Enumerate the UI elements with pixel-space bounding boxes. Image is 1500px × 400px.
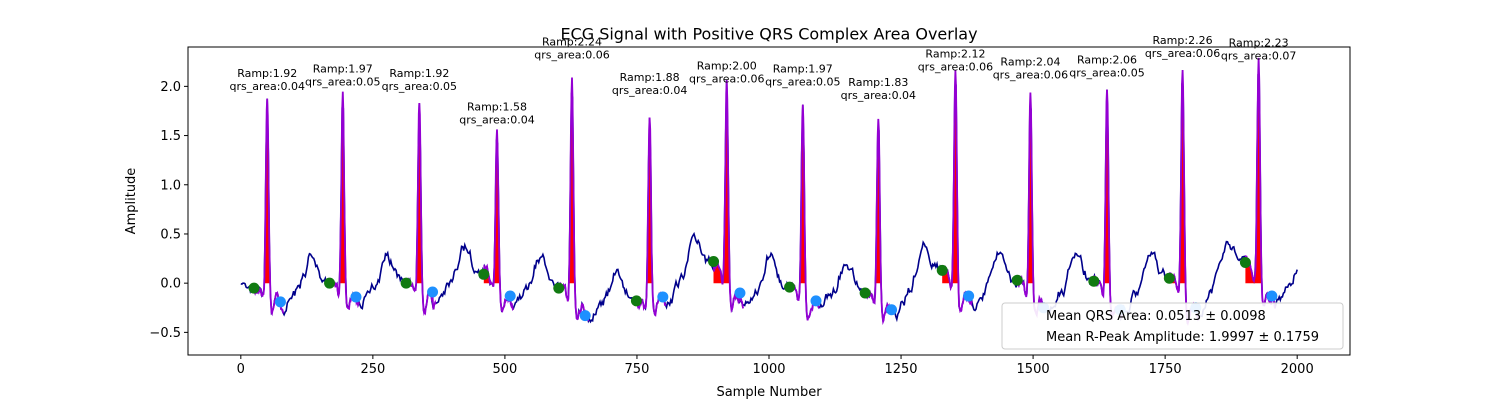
- qrs-segment-10: [1016, 92, 1048, 319]
- ramp-label-10: Ramp:2.04: [1000, 55, 1060, 68]
- qrs-area-label-3: qrs_area:0.04: [459, 114, 534, 127]
- y-tick-label-0: −0.5: [149, 326, 181, 341]
- qrs-area-label-2: qrs_area:0.05: [382, 80, 457, 93]
- y-tick-label-3: 1.0: [160, 178, 181, 193]
- x-tick-label-500: 500: [492, 362, 517, 377]
- qrs-onset-marker-9: [936, 264, 948, 276]
- qrs-segment-13: [1244, 57, 1276, 309]
- x-tick-label-0: 0: [237, 362, 245, 377]
- qrs-onset-marker-11: [1088, 275, 1100, 287]
- qrs-segment-6: [712, 80, 744, 314]
- qrs-area-label-11: qrs_area:0.05: [1069, 66, 1144, 79]
- y-axis: −0.5 0.0 0.5 1.0 1.5 2.0: [149, 80, 188, 341]
- x-tick-label-1750: 1750: [1149, 362, 1182, 377]
- qrs-offset-marker-4: [579, 310, 591, 322]
- qrs-segment-11: [1092, 89, 1125, 320]
- qrs-onset-marker-2: [400, 277, 412, 289]
- qrs-offset-marker-1: [350, 291, 362, 303]
- qrs-area-label-4: qrs_area:0.06: [534, 49, 609, 62]
- x-axis: 0 250 500 750 1000 1250 1500 1750 2000: [237, 355, 1314, 377]
- qrs-segment-12: [1168, 69, 1200, 327]
- qrs-area-label-13: qrs_area:0.07: [1221, 50, 1296, 63]
- x-tick-label-250: 250: [360, 362, 385, 377]
- y-tick-label-4: 1.5: [160, 129, 181, 144]
- x-tick-label-1000: 1000: [752, 362, 785, 377]
- qrs-area-label-0: qrs_area:0.04: [229, 80, 304, 93]
- ramp-label-3: Ramp:1.58: [467, 101, 527, 114]
- qrs-offset-marker-2: [427, 286, 439, 298]
- x-tick-label-2000: 2000: [1281, 362, 1314, 377]
- x-tick-label-1250: 1250: [884, 362, 917, 377]
- qrs-onset-marker-8: [859, 287, 871, 299]
- qrs-onset-marker-3: [478, 268, 490, 280]
- ramp-label-0: Ramp:1.92: [237, 67, 297, 80]
- ecg-signal-line: [240, 74, 1298, 324]
- qrs-offset-marker-7: [810, 295, 822, 307]
- qrs-onset-marker-0: [248, 282, 260, 294]
- plot-area: Ramp:1.92qrs_area:0.04Ramp:1.97qrs_area:…: [187, 34, 1351, 356]
- qrs-offset-marker-13: [1266, 290, 1278, 302]
- qrs-segment-5: [635, 117, 667, 317]
- qrs-offset-marker-8: [886, 304, 898, 316]
- ramp-label-11: Ramp:2.06: [1077, 53, 1137, 66]
- ramp-label-13: Ramp:2.23: [1229, 37, 1289, 50]
- qrs-area-label-9: qrs_area:0.06: [918, 61, 993, 74]
- qrs-onset-marker-5: [630, 295, 642, 307]
- legend-entry-mean-r-peak-amplitude: Mean R-Peak Amplitude: 1.9997 ± 0.1759: [1046, 330, 1319, 345]
- y-tick-label-2: 0.5: [160, 227, 181, 242]
- ramp-label-6: Ramp:2.00: [697, 59, 757, 72]
- legend: Mean QRS Area: 0.0513 ± 0.0098 Mean R-Pe…: [1001, 302, 1344, 350]
- y-tick-label-1: 0.0: [160, 277, 181, 292]
- ramp-label-12: Ramp:2.26: [1153, 34, 1213, 47]
- qrs-area-label-12: qrs_area:0.06: [1145, 47, 1220, 60]
- ramp-label-4: Ramp:2.24: [542, 36, 602, 49]
- legend-box: [1001, 302, 1344, 350]
- ramp-label-1: Ramp:1.97: [313, 62, 373, 75]
- qrs-area-label-10: qrs_area:0.06: [993, 68, 1068, 81]
- qrs-onset-marker-4: [553, 282, 565, 294]
- y-tick-label-5: 2.0: [160, 80, 181, 95]
- ramp-label-2: Ramp:1.92: [389, 67, 449, 80]
- y-axis-label: Amplitude: [124, 168, 139, 235]
- qrs-onset-marker-1: [324, 277, 336, 289]
- ramp-label-9: Ramp:2.12: [925, 48, 985, 61]
- signal-layer: [240, 74, 1298, 324]
- ramp-label-8: Ramp:1.83: [848, 76, 908, 89]
- ramp-label-5: Ramp:1.88: [620, 71, 680, 84]
- qrs-onset-marker-7: [784, 281, 796, 293]
- x-axis-label: Sample Number: [716, 385, 822, 400]
- qrs-segment-4: [557, 77, 590, 322]
- ramp-label-7: Ramp:1.97: [773, 62, 833, 75]
- qrs-offset-marker-5: [657, 291, 669, 303]
- x-tick-label-1500: 1500: [1017, 362, 1050, 377]
- qrs-offset-marker-0: [274, 296, 286, 308]
- qrs-onset-marker-6: [708, 256, 720, 268]
- qrs-onset-marker-10: [1011, 274, 1023, 286]
- x-tick-label-750: 750: [625, 362, 650, 377]
- qrs-onset-marker-12: [1163, 272, 1175, 284]
- legend-entry-mean-qrs-area: Mean QRS Area: 0.0513 ± 0.0098: [1046, 309, 1266, 324]
- qrs-offset-marker-3: [504, 290, 516, 302]
- qrs-offset-marker-9: [963, 290, 975, 302]
- annotation-layer: Ramp:1.92qrs_area:0.04Ramp:1.97qrs_area:…: [229, 34, 1296, 127]
- qrs-area-label-8: qrs_area:0.04: [841, 89, 916, 102]
- qrs-area-label-7: qrs_area:0.05: [765, 75, 840, 88]
- qrs-area-label-1: qrs_area:0.05: [305, 75, 380, 88]
- qrs-area-label-5: qrs_area:0.04: [612, 84, 687, 97]
- qrs-offset-marker-6: [734, 287, 746, 299]
- qrs-segment-3: [482, 129, 515, 313]
- chart-title: ECG Signal with Positive QRS Complex Are…: [560, 25, 977, 44]
- qrs-onset-marker-13: [1239, 257, 1251, 269]
- qrs-area-label-6: qrs_area:0.06: [689, 72, 764, 85]
